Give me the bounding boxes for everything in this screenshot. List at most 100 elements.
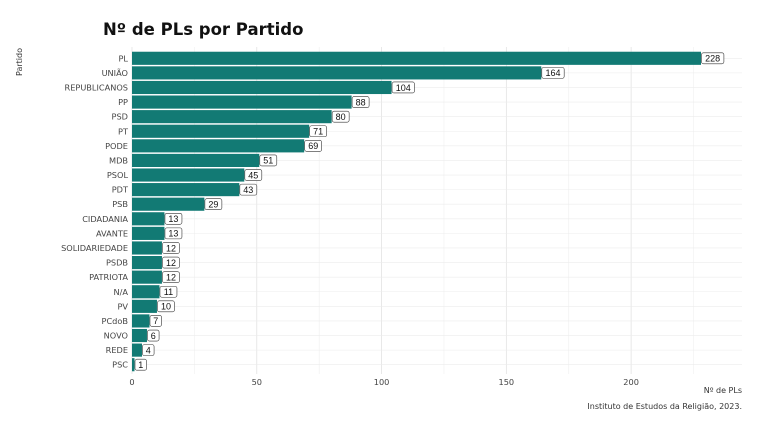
value-label-box	[391, 81, 415, 94]
value-label-box	[159, 285, 178, 298]
x-tick-label: 150	[499, 377, 515, 387]
bar	[132, 299, 157, 313]
x-tick-label: 50	[252, 377, 262, 387]
value-label: 80	[336, 112, 346, 122]
bar	[132, 328, 147, 343]
value-label: 7	[153, 316, 158, 326]
category-label: PP	[118, 97, 128, 107]
value-label: 4	[146, 345, 151, 355]
value-label: 228	[705, 54, 720, 64]
value-label-box	[204, 198, 223, 211]
category-label: NOVO	[104, 331, 128, 341]
category-label: UNIÃO	[102, 68, 128, 78]
bar	[132, 80, 392, 95]
bar	[132, 256, 162, 270]
x-tick-label: 200	[623, 377, 639, 387]
category-label: MDB	[109, 155, 128, 165]
bar-layer	[132, 51, 701, 372]
value-label: 13	[168, 229, 178, 239]
bar	[132, 226, 165, 240]
category-label: PV	[117, 301, 128, 311]
bar	[132, 197, 205, 211]
value-label-box	[164, 227, 183, 240]
bar	[132, 314, 150, 328]
value-label: 6	[151, 331, 156, 341]
category-label: PSDB	[106, 258, 128, 268]
category-label: PL	[119, 53, 129, 63]
bar	[132, 212, 165, 226]
bar	[132, 51, 701, 65]
axis-layer: 0 50 100 150 200	[129, 377, 639, 387]
value-label: 43	[243, 185, 253, 195]
value-label-box	[149, 315, 162, 327]
value-label: 10	[161, 302, 171, 312]
category-label: PSD	[112, 112, 128, 122]
category-label: PDT	[112, 185, 129, 195]
value-label: 12	[166, 272, 176, 282]
value-label-box	[309, 125, 327, 138]
chart-caption: Instituto de Estudos da Religião, 2023.	[587, 402, 742, 411]
value-label: 45	[248, 170, 258, 180]
value-label-box	[134, 358, 147, 371]
value-label: 11	[164, 287, 173, 297]
value-label-box	[541, 67, 565, 79]
bar	[132, 110, 332, 124]
value-label: 13	[168, 214, 178, 224]
category-label: REPUBLICANOS	[65, 82, 128, 92]
value-label: 104	[396, 83, 411, 93]
bar	[132, 285, 160, 299]
value-label-box	[259, 154, 278, 167]
bar	[132, 139, 305, 153]
bar	[132, 124, 310, 138]
value-label-box	[164, 212, 183, 225]
bar	[132, 358, 135, 372]
bar	[132, 270, 162, 284]
bar	[132, 95, 352, 109]
x-axis-title: Nº de PLs	[703, 386, 742, 395]
value-label-box	[162, 271, 180, 283]
value-label-box	[701, 52, 725, 65]
value-label-box	[142, 344, 155, 356]
category-label: SOLIDARIEDADE	[61, 243, 128, 253]
category-label: PT	[118, 126, 129, 136]
value-label: 12	[166, 243, 176, 253]
category-label: N/A	[114, 287, 129, 297]
value-label-box	[147, 329, 160, 342]
category-label: AVANTE	[96, 228, 128, 238]
bar	[132, 183, 240, 197]
category-label: CIDADANIA	[82, 214, 128, 224]
value-label-box	[351, 96, 370, 108]
value-label: 1	[138, 360, 143, 370]
value-label-box	[304, 140, 322, 152]
value-label: 69	[308, 141, 318, 151]
bar	[132, 153, 260, 167]
value-label-box	[157, 300, 175, 313]
value-label: 71	[313, 127, 323, 137]
x-tick-label: 100	[374, 377, 390, 387]
value-label: 29	[208, 200, 218, 210]
value-label-box	[162, 256, 180, 269]
category-label: PATRIOTA	[89, 272, 128, 282]
bar	[132, 168, 245, 182]
category-label: PSOL	[107, 170, 129, 180]
value-label: 164	[545, 68, 560, 78]
value-label-box	[331, 110, 350, 123]
bar	[132, 241, 162, 255]
category-label: PCdoB	[102, 316, 129, 326]
value-label: 12	[166, 258, 176, 268]
value-label: 88	[356, 97, 366, 107]
value-label: 51	[263, 156, 273, 166]
chart-title: Nº de PLs por Partido	[103, 20, 304, 39]
value-label-box	[244, 169, 263, 181]
category-label: REDE	[106, 345, 128, 355]
bar	[132, 66, 542, 80]
category-label: PSB	[112, 199, 128, 209]
x-tick-label: 0	[129, 377, 134, 387]
category-label: PODE	[105, 141, 128, 151]
category-label: PSC	[112, 360, 128, 370]
value-label-box	[162, 242, 180, 254]
value-label-box	[239, 183, 258, 196]
bar	[132, 343, 142, 357]
